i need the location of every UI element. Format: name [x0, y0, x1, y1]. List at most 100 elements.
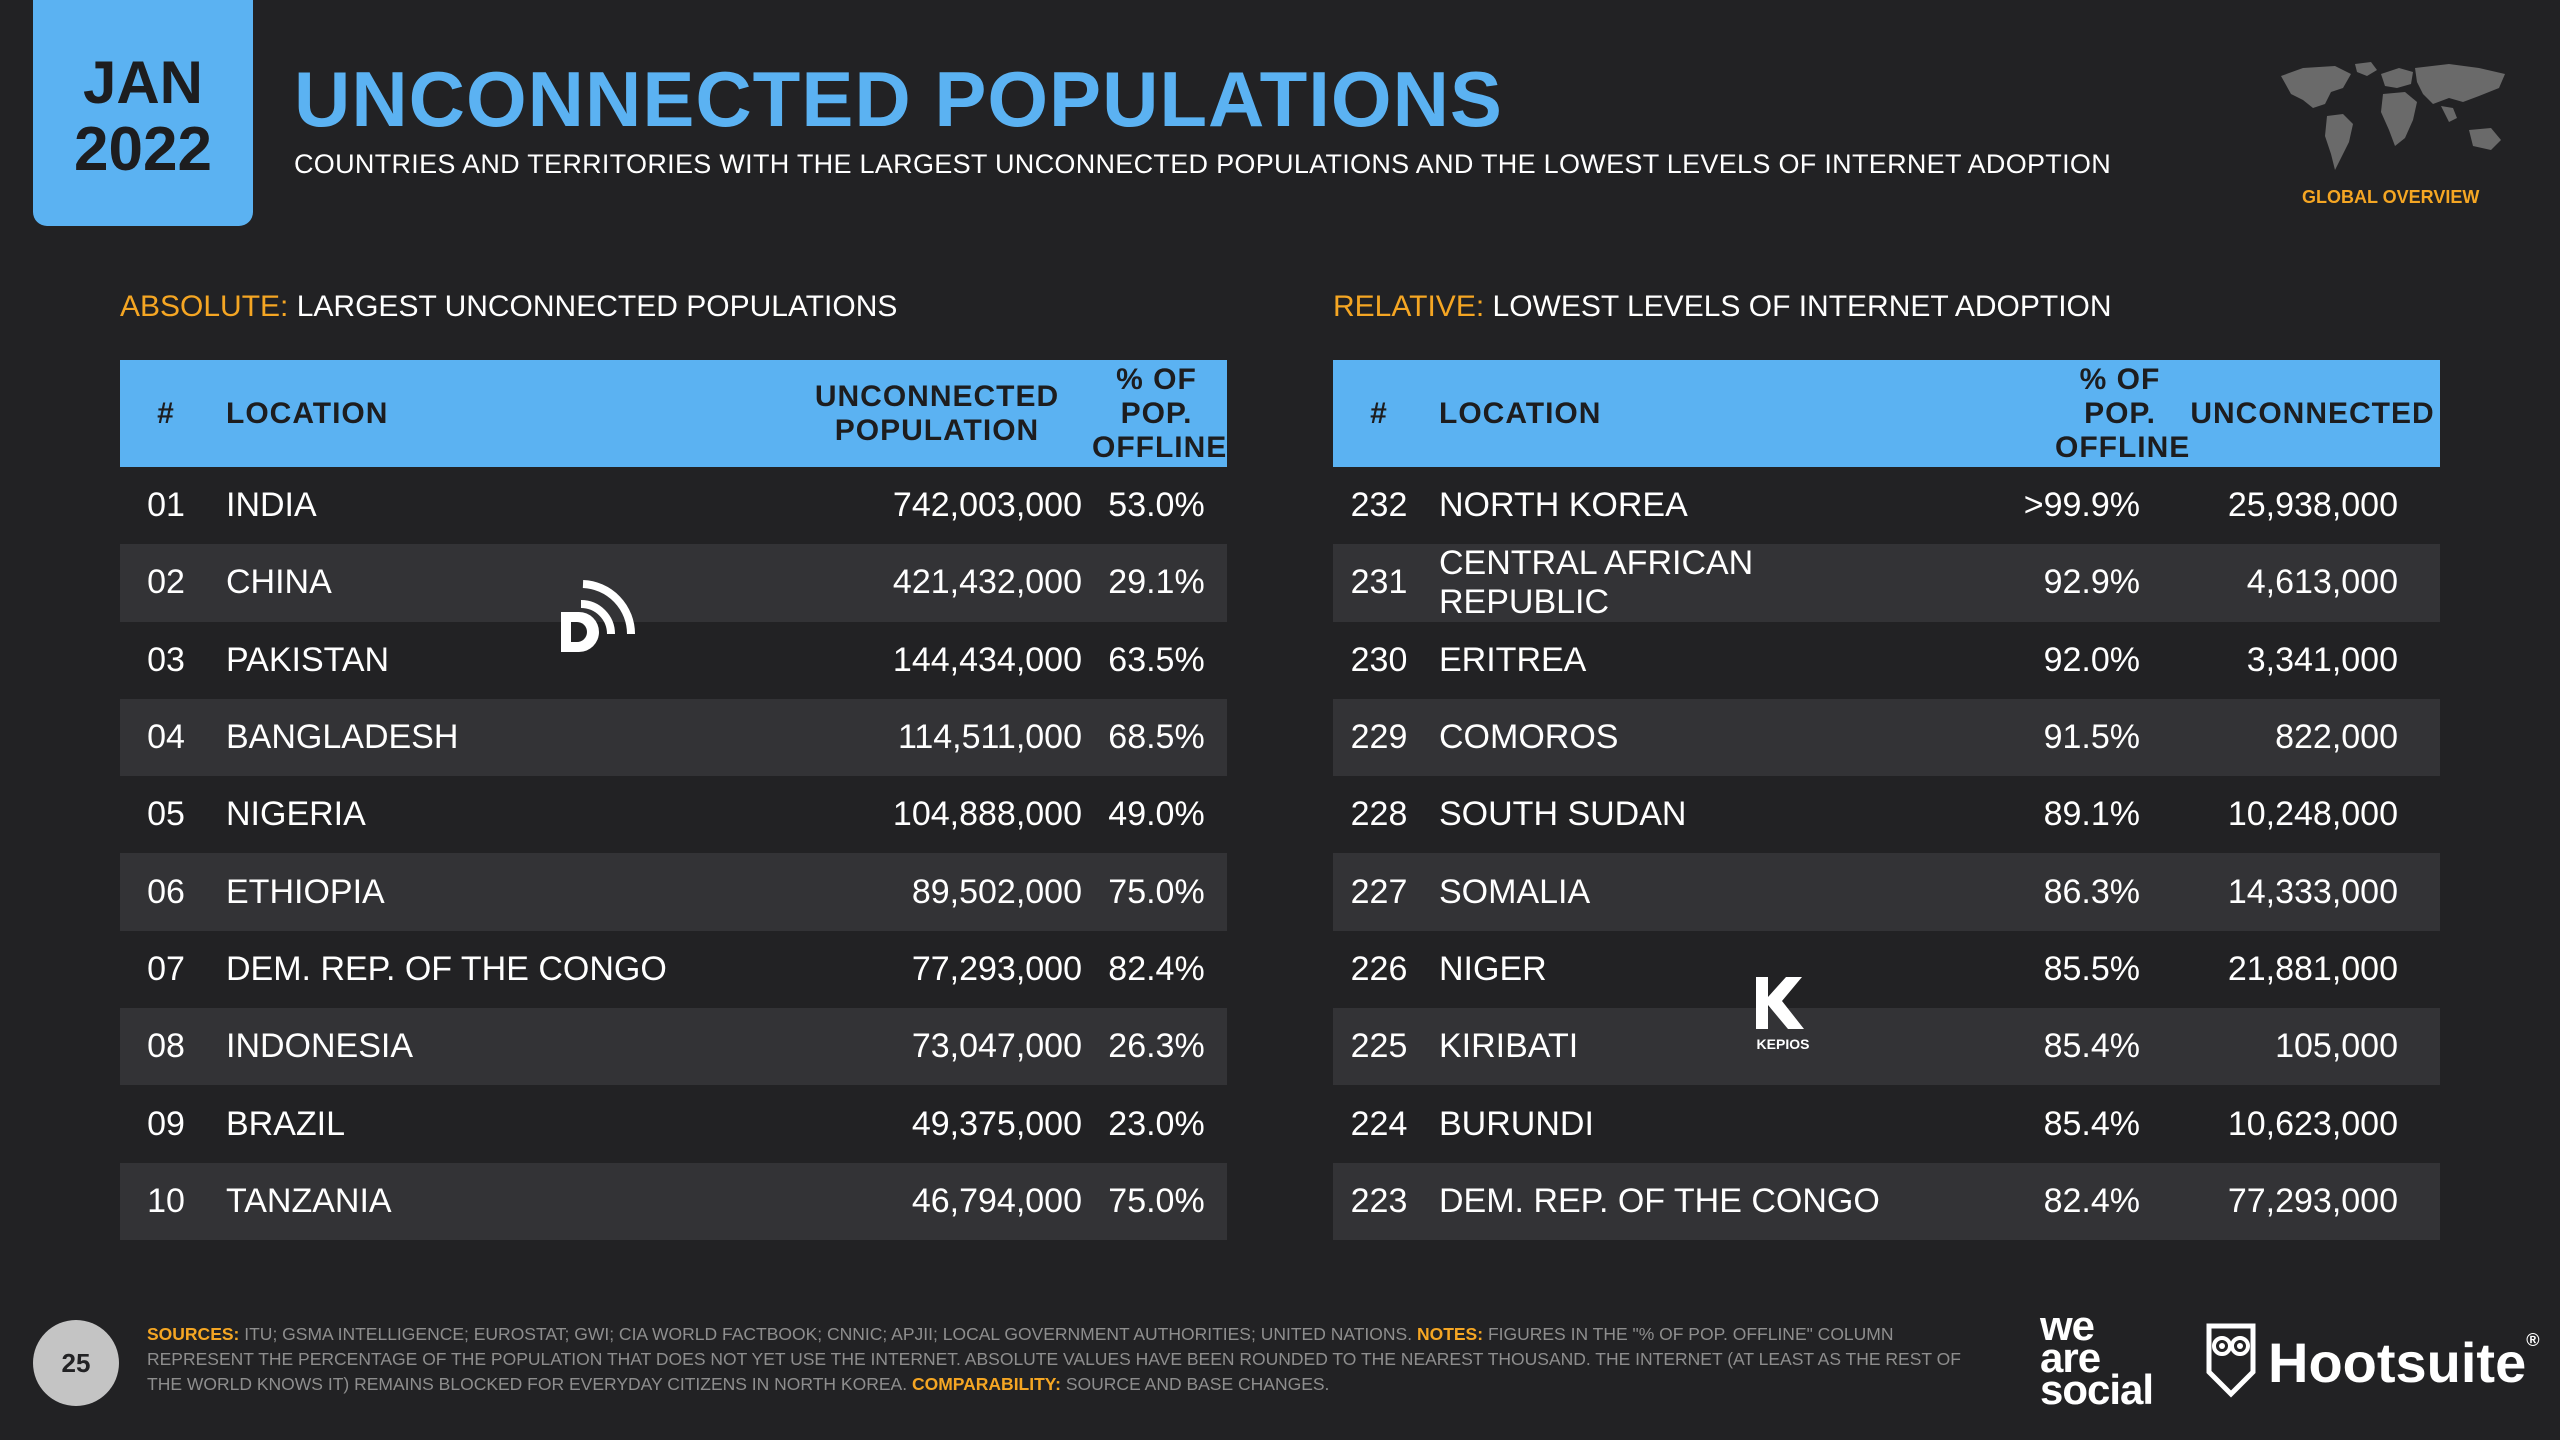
was-line2: are: [2040, 1334, 2101, 1381]
row-population: 742,003,000: [892, 486, 1082, 525]
absolute-label-key: ABSOLUTE:: [120, 290, 289, 323]
table-row: 06 ETHIOPIA 89,502,000 75.0%: [120, 853, 1227, 931]
row-unconnected: 14,333,000: [2227, 872, 2398, 911]
row-unconnected: 3,341,000: [2246, 640, 2398, 679]
row-num: 227: [1350, 872, 1408, 911]
row-pct: 85.4%: [2043, 1027, 2140, 1066]
row-location: COMOROS: [1439, 718, 1619, 757]
row-pct: 53.0%: [1108, 486, 1205, 525]
relative-section-label: RELATIVE: LOWEST LEVELS OF INTERNET ADOP…: [1333, 290, 2112, 324]
row-pct: 63.5%: [1108, 640, 1205, 679]
header-pct-offline: % OF POP. OFFLINE: [1915, 362, 2191, 465]
row-population: 73,047,000: [911, 1027, 1082, 1066]
row-pct: 92.9%: [2043, 563, 2140, 602]
row-location: DEM. REP. OF THE CONGO: [1439, 1181, 1880, 1220]
row-num: 230: [1350, 640, 1408, 679]
row-population: 144,434,000: [892, 640, 1082, 679]
header-pct-line2: OFFLINE: [2055, 430, 2191, 464]
row-num: 05: [147, 795, 185, 834]
table-row: 225 KIRIBATI 85.4% 105,000: [1333, 1008, 2440, 1086]
header-location: LOCATION: [1439, 396, 1602, 430]
table-row: 02 CHINA 421,432,000 29.1%: [120, 544, 1227, 622]
hootsuite-wordmark: Hootsuite: [2268, 1331, 2527, 1394]
row-location: BANGLADESH: [226, 718, 459, 757]
header-pop-line1: UNCONNECTED: [814, 379, 1060, 413]
row-location: NIGERIA: [226, 795, 366, 834]
header-pop-line2: POPULATION: [834, 413, 1040, 447]
row-num: 226: [1350, 949, 1408, 988]
row-unconnected: 21,881,000: [2227, 949, 2398, 988]
row-location: ERITREA: [1439, 640, 1587, 679]
row-pct: 29.1%: [1108, 563, 1205, 602]
hootsuite-owl-icon: [2206, 1323, 2256, 1398]
row-location: SOUTH SUDAN: [1439, 795, 1687, 834]
header-unconnected: UNCONNECTED: [2190, 396, 2435, 430]
row-unconnected: 105,000: [2275, 1027, 2398, 1066]
header-pct-line1: % OF POP.: [2079, 362, 2161, 430]
row-pct: >99.9%: [2023, 486, 2140, 525]
row-unconnected: 822,000: [2275, 718, 2398, 757]
row-unconnected: 77,293,000: [2227, 1181, 2398, 1220]
row-location: SOMALIA: [1439, 872, 1591, 911]
row-pct: 68.5%: [1108, 718, 1205, 757]
table-row: 05 NIGERIA 104,888,000 49.0%: [120, 776, 1227, 853]
date-badge: JAN 2022: [33, 0, 253, 226]
row-unconnected: 25,938,000: [2227, 486, 2398, 525]
hootsuite-logo: Hootsuite®: [2268, 1330, 2539, 1395]
row-pct: 91.5%: [2043, 718, 2140, 757]
table-row: 230 ERITREA 92.0% 3,341,000: [1333, 622, 2440, 699]
table-row: 229 COMOROS 91.5% 822,000: [1333, 698, 2440, 777]
row-population: 77,293,000: [911, 949, 1082, 988]
table-row: 03 PAKISTAN 144,434,000 63.5%: [120, 622, 1227, 699]
header-pct-line2: OFFLINE: [1092, 430, 1228, 464]
row-population: 104,888,000: [892, 795, 1082, 834]
datareportal-logo-icon: [561, 580, 635, 652]
page-title: UNCONNECTED POPULATIONS: [294, 55, 1503, 143]
badge-year: 2022: [74, 115, 212, 184]
table-row: 224 BURUNDI 85.4% 10,623,000: [1333, 1085, 2440, 1162]
relative-table-body: 232 NORTH KOREA >99.9% 25,938,000 231 CENTRA…: [1333, 467, 2440, 1240]
row-population: 114,511,000: [897, 718, 1082, 757]
row-pct: 75.0%: [1108, 872, 1205, 911]
relative-table-header: # LOCATION % OF POP. OFFLINE UNCONNECTED: [1333, 360, 2440, 467]
absolute-table-body: 01 INDIA 742,003,000 53.0% 02 CHINA 421,432,0…: [120, 467, 1227, 1240]
table-row: 232 NORTH KOREA >99.9% 25,938,000: [1333, 467, 2440, 544]
table-row: 231 CENTRAL AFRICAN REPUBLIC 92.9% 4,613,00…: [1333, 543, 2440, 622]
row-num: 01: [147, 486, 185, 525]
row-location: INDONESIA: [226, 1027, 414, 1066]
row-num: 232: [1350, 486, 1408, 525]
table-row: 04 BANGLADESH 114,511,000 68.5%: [120, 698, 1227, 777]
page-number: 25: [33, 1320, 119, 1406]
row-location: CENTRAL AFRICAN REPUBLIC: [1439, 543, 1754, 621]
row-location: BURUNDI: [1439, 1104, 1594, 1143]
row-num: 08: [147, 1027, 185, 1066]
header-pct-line1: % OF POP.: [1116, 362, 1197, 430]
row-num: 02: [147, 563, 185, 602]
table-row: 01 INDIA 742,003,000 53.0%: [120, 467, 1227, 544]
row-location: NIGER: [1439, 949, 1547, 988]
row-num: 06: [147, 872, 185, 911]
header-num: #: [157, 396, 175, 430]
kepios-logo-icon: KEPIOS: [1756, 977, 1809, 1052]
header-unconnected-population: UNCONNECTED POPULATION: [712, 380, 1092, 448]
row-unconnected: 4,613,000: [2246, 563, 2398, 602]
row-location: BRAZIL: [226, 1104, 346, 1143]
row-unconnected: 10,623,000: [2227, 1104, 2398, 1143]
row-pct: 85.4%: [2043, 1104, 2140, 1143]
table-row: 227 SOMALIA 86.3% 14,333,000: [1333, 853, 2440, 931]
row-population: 89,502,000: [911, 872, 1082, 911]
row-unconnected: 10,248,000: [2227, 795, 2398, 834]
row-num: 10: [147, 1181, 185, 1220]
was-line3: social: [2040, 1366, 2154, 1413]
table-row: 10 TANZANIA 46,794,000 75.0%: [120, 1162, 1227, 1240]
row-population: 49,375,000: [911, 1104, 1082, 1143]
comparability-text: SOURCE AND BASE CHANGES.: [1065, 1374, 1330, 1394]
row-num: 223: [1350, 1181, 1408, 1220]
page-subtitle: COUNTRIES AND TERRITORIES WITH THE LARGE…: [294, 149, 2112, 179]
row-location: TANZANIA: [226, 1181, 392, 1220]
row-pct: 82.4%: [1108, 949, 1205, 988]
absolute-table-header: # LOCATION UNCONNECTED POPULATION % OF P…: [120, 360, 1227, 467]
comparability-key: COMPARABILITY:: [911, 1374, 1061, 1394]
row-population: 46,794,000: [911, 1181, 1082, 1220]
row-num: 07: [147, 949, 185, 988]
